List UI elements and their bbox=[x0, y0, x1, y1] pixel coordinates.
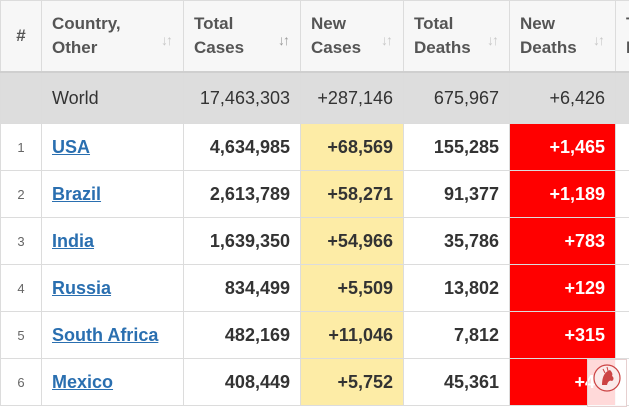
table-row: 1 USA 4,634,985 +68,569 155,285 +1,465 bbox=[0, 123, 629, 171]
row-num: 4 bbox=[0, 264, 42, 312]
new-cases-cell: +5,752 bbox=[300, 358, 404, 406]
header-extra-line1: T bbox=[626, 14, 629, 33]
new-cases-cell: +11,046 bbox=[300, 311, 404, 359]
country-cell: Mexico bbox=[41, 358, 184, 406]
new-deaths-cell: +1,189 bbox=[509, 170, 616, 218]
total-cases-cell: 834,499 bbox=[183, 264, 301, 312]
total-cases-cell: 1,639,350 bbox=[183, 217, 301, 265]
header-total-cases-line2: Cases bbox=[194, 38, 245, 57]
total-deaths-cell: 35,786 bbox=[403, 217, 510, 265]
horse-head-icon bbox=[593, 364, 621, 392]
country-link[interactable]: Russia bbox=[52, 277, 112, 298]
country-cell: South Africa bbox=[41, 311, 184, 359]
country-link[interactable]: South Africa bbox=[52, 324, 159, 345]
channel-logo-watermark bbox=[587, 359, 627, 407]
world-num-cell bbox=[0, 71, 42, 124]
world-total-deaths: 675,967 bbox=[403, 71, 510, 124]
country-link[interactable]: Brazil bbox=[52, 183, 102, 204]
total-cases-cell: 482,169 bbox=[183, 311, 301, 359]
total-cases-cell: 4,634,985 bbox=[183, 123, 301, 171]
row-num: 1 bbox=[0, 123, 42, 171]
sort-icon[interactable]: ↓↑ bbox=[381, 32, 393, 48]
header-new-deaths[interactable]: New Deaths ↓↑ bbox=[509, 0, 616, 73]
table-row: 3 India 1,639,350 +54,966 35,786 +783 bbox=[0, 217, 629, 265]
world-extra-cell bbox=[615, 71, 629, 124]
country-cell: Brazil bbox=[41, 170, 184, 218]
total-cases-cell: 408,449 bbox=[183, 358, 301, 406]
extra-cell bbox=[615, 217, 629, 265]
row-num: 6 bbox=[0, 358, 42, 406]
table-row: 2 Brazil 2,613,789 +58,271 91,377 +1,189 bbox=[0, 170, 629, 218]
world-row: World 17,463,303 +287,146 675,967 +6,426 bbox=[0, 71, 629, 124]
header-total-deaths-line1: Total bbox=[414, 14, 454, 33]
sort-icon[interactable]: ↓↑ bbox=[593, 32, 605, 48]
row-num: 2 bbox=[0, 170, 42, 218]
header-country[interactable]: Country, Other ↓↑ bbox=[41, 0, 184, 73]
extra-cell bbox=[615, 170, 629, 218]
new-deaths-cell: +315 bbox=[509, 311, 616, 359]
world-new-deaths: +6,426 bbox=[509, 71, 616, 124]
world-label: World bbox=[41, 71, 184, 124]
new-cases-cell: +58,271 bbox=[300, 170, 404, 218]
sort-icon[interactable]: ↓↑ bbox=[487, 32, 499, 48]
new-cases-cell: +5,509 bbox=[300, 264, 404, 312]
header-new-deaths-line2: Deaths bbox=[520, 38, 577, 57]
country-cell: India bbox=[41, 217, 184, 265]
world-total-cases: 17,463,303 bbox=[183, 71, 301, 124]
new-cases-cell: +54,966 bbox=[300, 217, 404, 265]
sort-desc-icon[interactable]: ↓↑ bbox=[278, 32, 290, 48]
world-new-cases: +287,146 bbox=[300, 71, 404, 124]
country-cell: USA bbox=[41, 123, 184, 171]
header-total-cases[interactable]: Total Cases ↓↑ bbox=[183, 0, 301, 73]
total-deaths-cell: 7,812 bbox=[403, 311, 510, 359]
new-cases-cell: +68,569 bbox=[300, 123, 404, 171]
header-new-cases-line2: Cases bbox=[311, 38, 362, 57]
country-link[interactable]: USA bbox=[52, 136, 91, 157]
table-header: # Country, Other ↓↑ Total Cases ↓↑ bbox=[0, 0, 629, 73]
row-num: 3 bbox=[0, 217, 42, 265]
row-num: 5 bbox=[0, 311, 42, 359]
header-extra-line2: F bbox=[626, 38, 629, 57]
header-num[interactable]: # bbox=[0, 0, 42, 73]
country-link[interactable]: India bbox=[52, 230, 95, 251]
header-new-cases-line1: New bbox=[311, 14, 346, 33]
country-cell: Russia bbox=[41, 264, 184, 312]
extra-cell bbox=[615, 123, 629, 171]
header-total-deaths[interactable]: Total Deaths ↓↑ bbox=[403, 0, 510, 73]
header-new-cases[interactable]: New Cases ↓↑ bbox=[300, 0, 404, 73]
total-deaths-cell: 13,802 bbox=[403, 264, 510, 312]
total-deaths-cell: 91,377 bbox=[403, 170, 510, 218]
new-deaths-cell: +1,465 bbox=[509, 123, 616, 171]
header-total-deaths-line2: Deaths bbox=[414, 38, 471, 57]
new-deaths-cell: +129 bbox=[509, 264, 616, 312]
table-row: 4 Russia 834,499 +5,509 13,802 +129 bbox=[0, 264, 629, 312]
header-extra-truncated[interactable]: T F bbox=[615, 0, 629, 73]
header-num-label: # bbox=[16, 26, 26, 45]
header-country-line2: Other bbox=[52, 38, 98, 57]
sort-icon[interactable]: ↓↑ bbox=[161, 32, 173, 48]
table-row: 5 South Africa 482,169 +11,046 7,812 +315 bbox=[0, 311, 629, 359]
total-deaths-cell: 45,361 bbox=[403, 358, 510, 406]
country-link[interactable]: Mexico bbox=[52, 371, 114, 392]
extra-cell bbox=[615, 311, 629, 359]
table-body: World 17,463,303 +287,146 675,967 +6,426… bbox=[0, 71, 629, 406]
header-new-deaths-line1: New bbox=[520, 14, 555, 33]
extra-cell bbox=[615, 264, 629, 312]
new-deaths-cell: +783 bbox=[509, 217, 616, 265]
total-cases-cell: 2,613,789 bbox=[183, 170, 301, 218]
header-country-line1: Country, bbox=[52, 14, 121, 33]
header-total-cases-line1: Total bbox=[194, 14, 234, 33]
total-deaths-cell: 155,285 bbox=[403, 123, 510, 171]
